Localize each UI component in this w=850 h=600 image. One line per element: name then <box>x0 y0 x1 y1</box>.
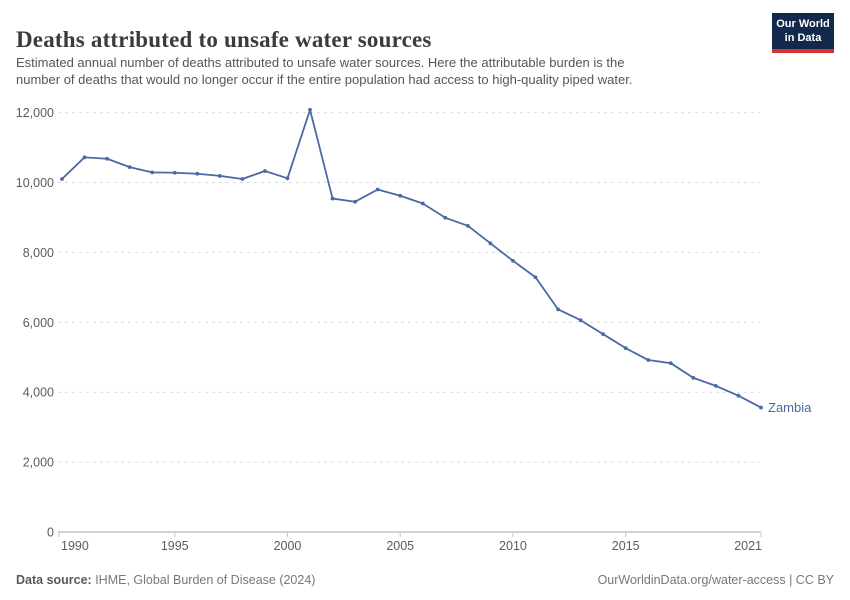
y-axis-label: 8,000 <box>23 246 54 260</box>
data-point <box>172 170 177 175</box>
data-point <box>217 173 222 178</box>
data-point <box>150 170 155 175</box>
data-point <box>82 155 87 160</box>
data-point <box>285 176 290 181</box>
data-point <box>195 171 200 176</box>
data-point <box>646 358 651 362</box>
page-title: Deaths attributed to unsafe water source… <box>16 27 432 53</box>
chart-subtitle: Estimated annual number of deaths attrib… <box>16 54 632 88</box>
data-point <box>353 199 358 204</box>
data-point <box>668 361 673 366</box>
data-point <box>127 165 132 170</box>
y-axis-label: 10,000 <box>16 176 54 190</box>
x-axis-label: 2010 <box>499 539 527 553</box>
data-source: Data source: IHME, Global Burden of Dise… <box>16 573 315 587</box>
series-label: Zambia <box>768 400 812 415</box>
y-axis-label: 0 <box>47 526 54 540</box>
data-point <box>330 196 335 201</box>
x-axis-label: 1995 <box>161 539 189 553</box>
chart-subtitle-line2: number of deaths that would no longer oc… <box>16 72 633 87</box>
data-point <box>398 193 403 198</box>
data-point <box>375 187 380 192</box>
data-point <box>691 375 696 380</box>
x-axis-label: 2005 <box>386 539 414 553</box>
line-chart: 0 2,000 4,000 6,000 8,000 10,000 12,000 1990 199… <box>16 106 812 553</box>
data-point <box>623 346 628 351</box>
x-axis-label: 2015 <box>612 539 640 553</box>
data-line <box>61 108 762 409</box>
y-axis-label: 4,000 <box>23 386 54 400</box>
data-point <box>759 405 763 410</box>
data-point <box>308 107 312 112</box>
x-axis-label: 1990 <box>61 539 89 553</box>
x-axis-label: 2021 <box>734 539 762 553</box>
data-point <box>240 177 245 181</box>
data-point <box>263 169 267 173</box>
y-axis-label: 6,000 <box>23 316 54 330</box>
owid-logo-line2: in Data <box>784 31 822 44</box>
data-point <box>105 156 109 161</box>
data-point <box>60 177 64 181</box>
chart-area: 0 2,000 4,000 6,000 8,000 10,000 12,000 1990 199… <box>0 100 850 560</box>
data-point <box>465 223 470 228</box>
data-point <box>443 215 448 220</box>
data-point <box>556 307 560 312</box>
data-point <box>714 384 718 388</box>
owid-license-link[interactable]: OurWorldinData.org/water-access | CC BY <box>597 573 834 587</box>
y-axis-label: 12,000 <box>16 106 54 120</box>
chart-footer: Data source: IHME, Global Burden of Dise… <box>16 573 834 587</box>
chart-subtitle-line1: Estimated annual number of deaths attrib… <box>16 55 625 70</box>
y-axis-label: 2,000 <box>23 456 54 470</box>
data-point <box>736 393 741 398</box>
data-source-label: Data source: <box>16 573 92 587</box>
data-point <box>578 318 583 323</box>
data-point <box>511 258 515 263</box>
data-point <box>420 201 425 206</box>
data-source-value: IHME, Global Burden of Disease (2024) <box>91 573 316 587</box>
x-axis-label: 2000 <box>274 539 302 553</box>
owid-logo-line1: Our World <box>776 18 830 30</box>
data-point <box>488 241 493 246</box>
data-point <box>601 332 606 337</box>
data-point <box>533 275 538 280</box>
owid-logo[interactable]: Our World in Data <box>772 13 834 53</box>
